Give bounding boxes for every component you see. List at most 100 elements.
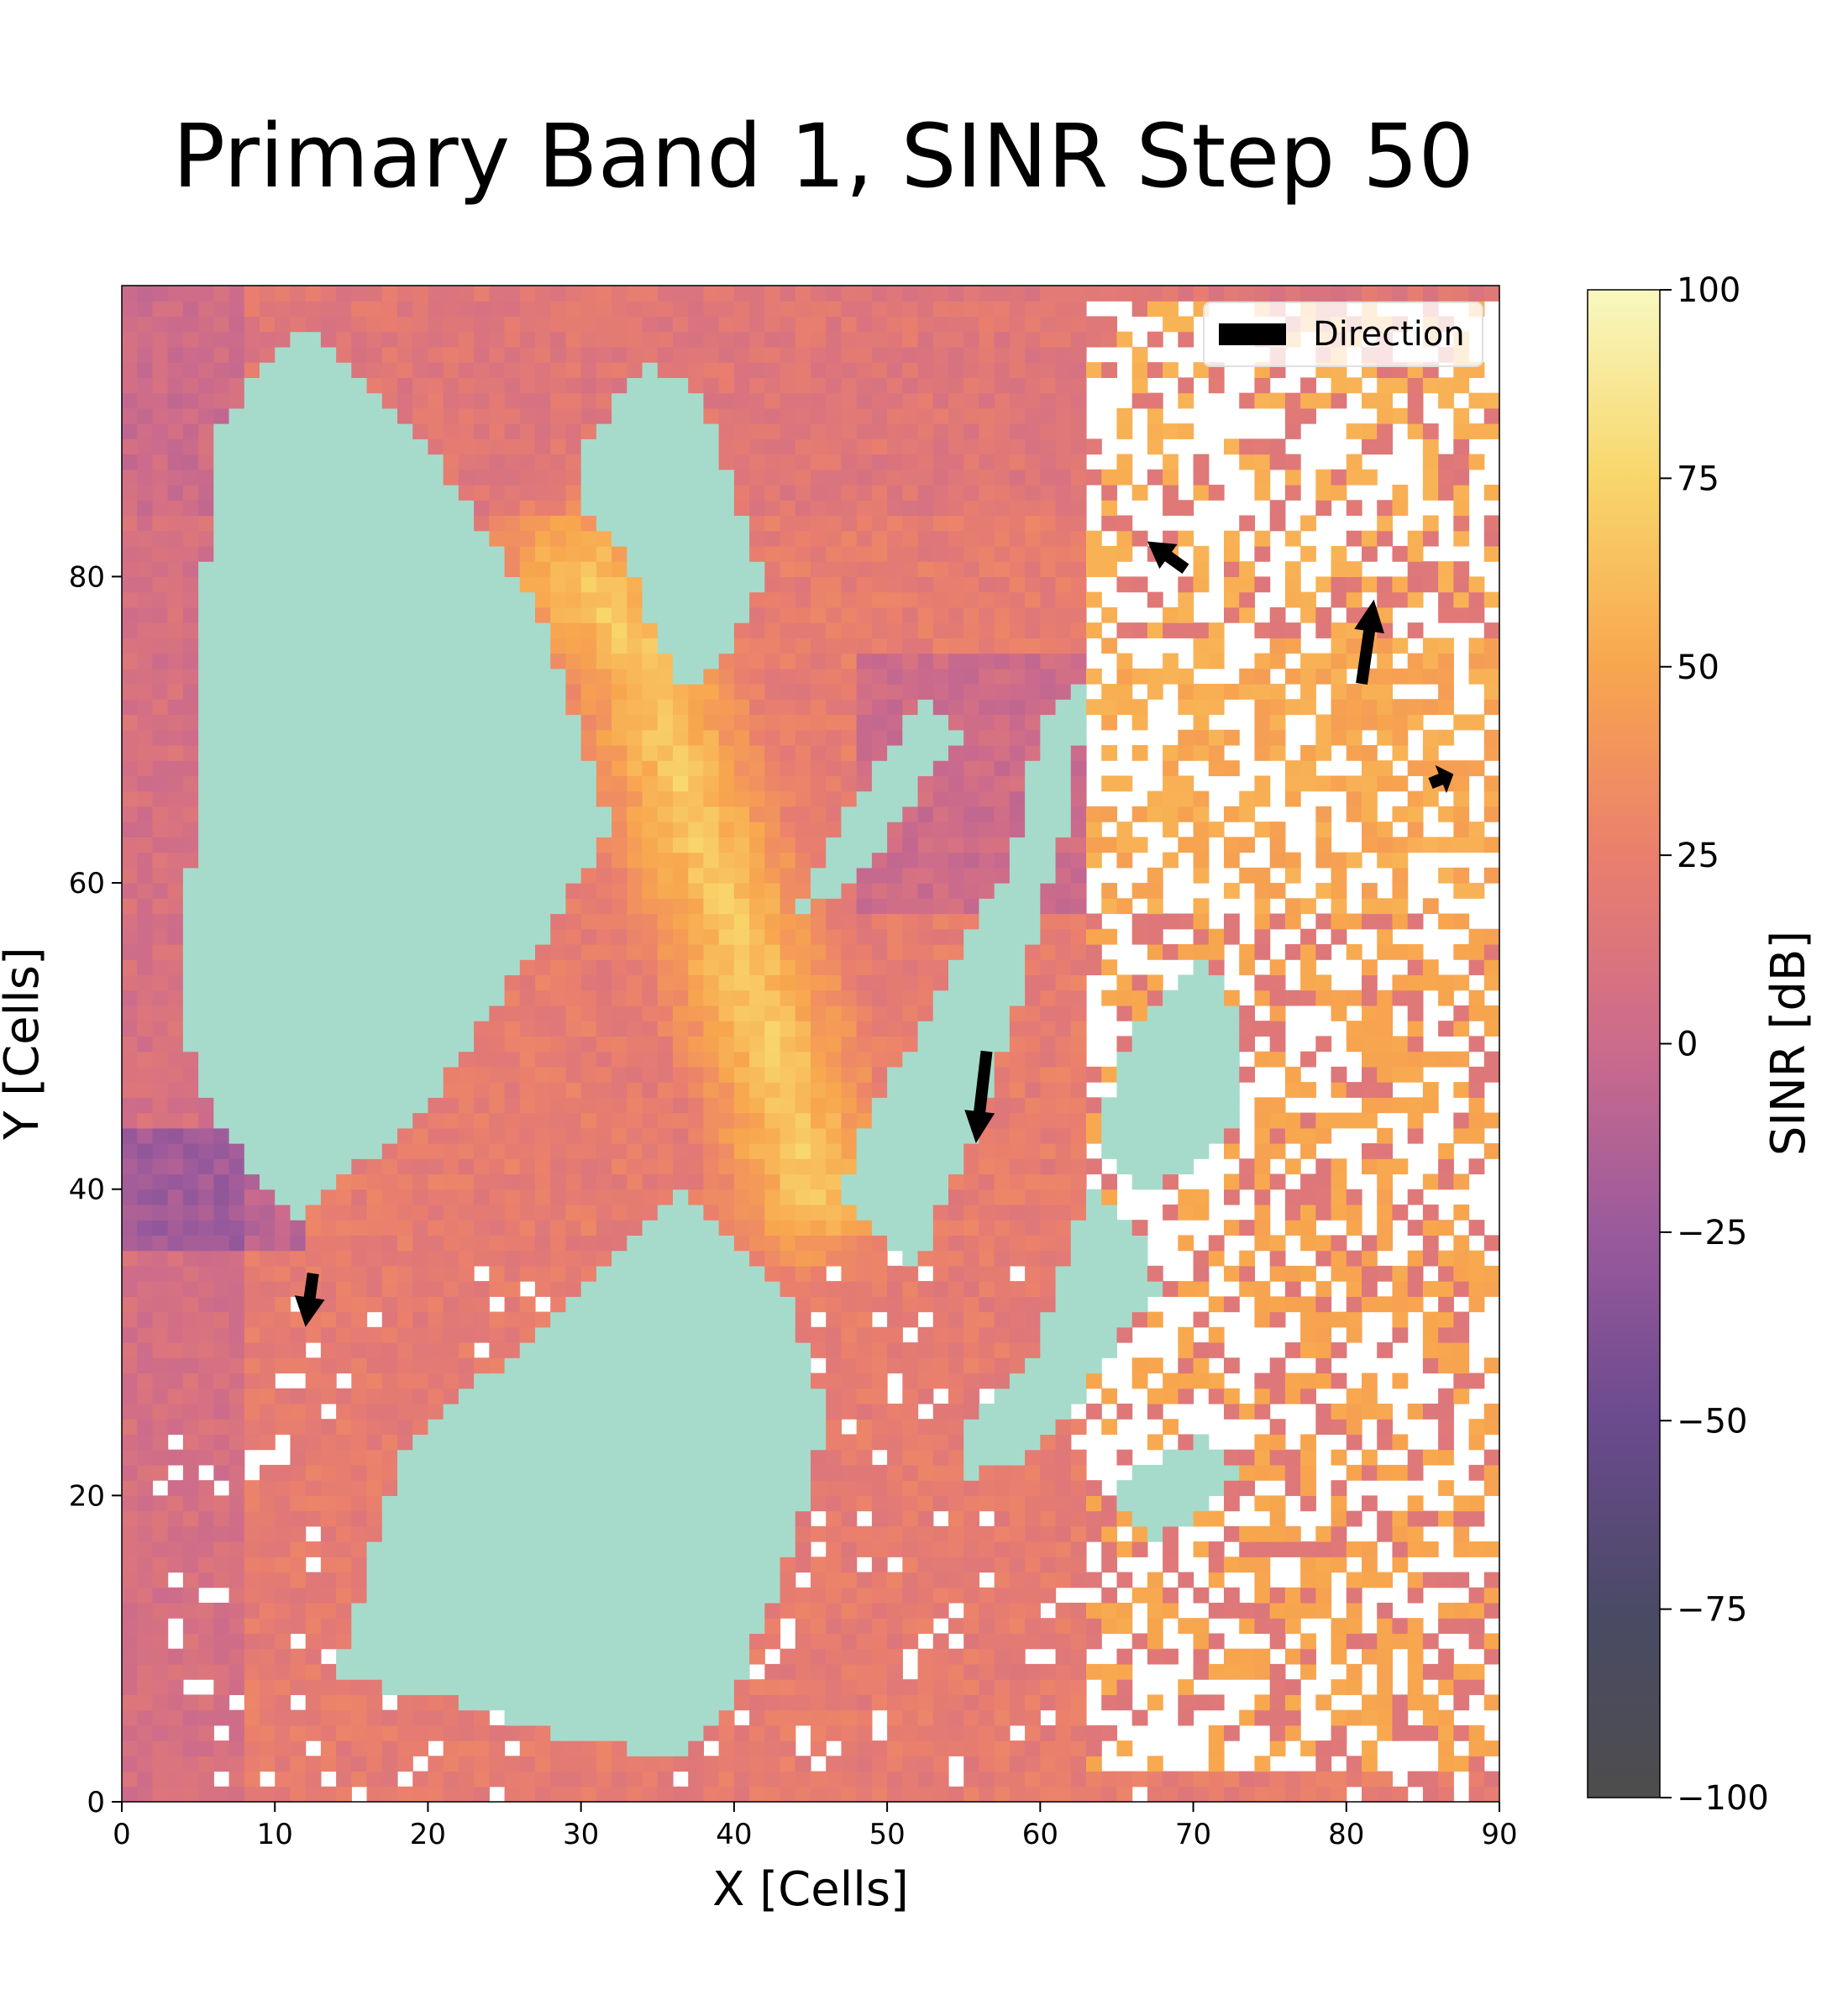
heatmap-cell <box>213 974 230 991</box>
heatmap-cell <box>122 1618 138 1635</box>
heatmap-cell <box>228 1250 245 1267</box>
heatmap-cell <box>780 545 796 562</box>
heatmap-cell <box>489 990 506 1006</box>
heatmap-cell <box>381 1679 398 1695</box>
heatmap-cell <box>612 1633 627 1650</box>
heatmap-cell <box>871 1082 888 1098</box>
heatmap-cell <box>627 454 643 470</box>
heatmap-cell <box>795 1557 811 1573</box>
heatmap-cell <box>152 576 169 593</box>
heatmap-cell <box>381 852 398 869</box>
heatmap-cell <box>275 545 291 562</box>
heatmap-cell <box>703 1097 720 1114</box>
heatmap-cell <box>228 1373 245 1389</box>
heatmap-cell <box>213 316 230 333</box>
heatmap-cell <box>320 1572 337 1588</box>
heatmap-cell <box>657 301 674 318</box>
heatmap-cell <box>260 500 276 517</box>
heatmap-cell <box>198 1357 214 1374</box>
heatmap-cell <box>811 1618 827 1635</box>
heatmap-cell <box>198 1388 214 1404</box>
heatmap-cell <box>320 1388 337 1404</box>
heatmap-cell <box>688 729 705 746</box>
heatmap-cell <box>305 744 322 761</box>
heatmap-cell <box>596 1495 612 1512</box>
heatmap-cell <box>596 591 612 608</box>
heatmap-cell <box>718 822 735 837</box>
heatmap-cell <box>122 1434 138 1451</box>
heatmap-cell <box>228 301 245 318</box>
heatmap-cell <box>397 286 413 302</box>
heatmap-cell <box>244 1495 260 1512</box>
heatmap-cell <box>795 591 811 608</box>
heatmap-cell <box>733 1357 750 1374</box>
heatmap-cell <box>182 377 199 394</box>
heatmap-cell <box>871 1756 888 1772</box>
heatmap-cell <box>489 684 506 700</box>
heatmap-cell <box>137 1480 154 1496</box>
heatmap-cell <box>519 591 536 608</box>
heatmap-cell <box>182 1756 199 1772</box>
heatmap-cell <box>504 1480 521 1496</box>
heatmap-cell <box>580 1373 597 1389</box>
heatmap-cell <box>182 837 199 853</box>
heatmap-cell <box>336 1082 352 1098</box>
heatmap-cell <box>167 1342 184 1358</box>
heatmap-cell <box>550 530 567 547</box>
heatmap-cell <box>275 1771 291 1788</box>
heatmap-cell <box>764 591 781 608</box>
heatmap-cell <box>458 591 475 608</box>
heatmap-cell <box>841 913 858 930</box>
heatmap-cell <box>519 1618 536 1635</box>
heatmap-cell <box>412 561 429 578</box>
heatmap-cell <box>718 943 735 960</box>
heatmap-cell <box>397 928 413 945</box>
heatmap-cell <box>504 1449 521 1466</box>
heatmap-cell <box>397 1189 413 1205</box>
heatmap-cell <box>412 1158 429 1175</box>
heatmap-cell <box>412 943 429 960</box>
heatmap-cell <box>198 561 214 578</box>
heatmap-cell <box>887 591 903 608</box>
heatmap-cell <box>213 1326 230 1343</box>
heatmap-cell <box>703 668 720 685</box>
heatmap-cell <box>856 729 873 746</box>
heatmap-cell <box>795 638 811 654</box>
heatmap-cell <box>504 1342 521 1358</box>
heatmap-cell <box>596 806 612 822</box>
heatmap-cell <box>703 928 720 945</box>
heatmap-cell <box>856 1235 873 1252</box>
heatmap-cell <box>397 1250 413 1267</box>
heatmap-cell <box>198 1633 214 1650</box>
heatmap-cell <box>366 1663 383 1680</box>
heatmap-cell <box>764 837 781 853</box>
heatmap-cell <box>550 1005 567 1021</box>
heatmap-cell <box>167 591 184 608</box>
heatmap-cell <box>703 1235 720 1252</box>
heatmap-cell <box>749 485 765 501</box>
heatmap-cell <box>580 1740 597 1756</box>
heatmap-cell <box>381 1572 398 1588</box>
heatmap-cell <box>412 1495 429 1512</box>
heatmap-cell <box>565 1587 582 1604</box>
heatmap-cell <box>504 1786 521 1802</box>
heatmap-cell <box>458 1281 475 1297</box>
heatmap-cell <box>519 1587 536 1604</box>
heatmap-cell <box>260 1434 276 1451</box>
heatmap-cell <box>290 729 307 746</box>
heatmap-cell <box>519 362 536 378</box>
heatmap-cell <box>749 1464 765 1481</box>
heatmap-cell <box>351 438 368 455</box>
heatmap-cell <box>213 606 230 623</box>
heatmap-cell <box>228 1127 245 1144</box>
heatmap-cell <box>489 760 506 777</box>
heatmap-cell <box>428 423 444 439</box>
heatmap-cell <box>733 822 750 837</box>
heatmap-cell <box>887 454 903 470</box>
heatmap-cell <box>260 1633 276 1650</box>
heatmap-cell <box>489 331 506 348</box>
heatmap-cell <box>397 1679 413 1695</box>
heatmap-cell <box>612 867 627 884</box>
heatmap-cell <box>260 377 276 394</box>
heatmap-cell <box>366 1618 383 1635</box>
